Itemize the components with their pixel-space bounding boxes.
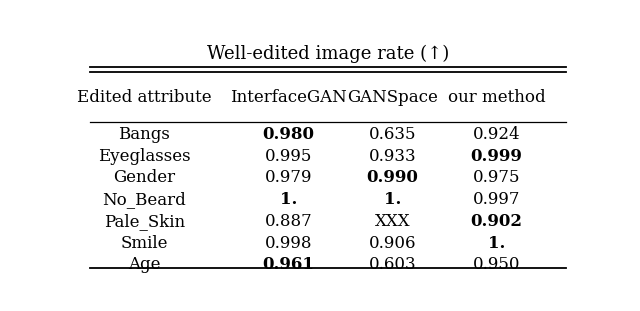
Text: 0.902: 0.902 xyxy=(470,213,523,230)
Text: 0.933: 0.933 xyxy=(369,147,416,165)
Text: 0.924: 0.924 xyxy=(473,126,520,143)
Text: Edited attribute: Edited attribute xyxy=(77,89,212,106)
Text: Pale_Skin: Pale_Skin xyxy=(104,213,185,230)
Text: 0.887: 0.887 xyxy=(264,213,312,230)
Text: 1.: 1. xyxy=(280,191,297,208)
Text: 0.979: 0.979 xyxy=(264,169,312,186)
Text: 0.950: 0.950 xyxy=(473,256,520,273)
Text: 0.975: 0.975 xyxy=(473,169,520,186)
Text: Age: Age xyxy=(128,256,161,273)
Text: XXX: XXX xyxy=(374,213,410,230)
Text: our method: our method xyxy=(448,89,545,106)
Text: Gender: Gender xyxy=(113,169,175,186)
Text: 0.990: 0.990 xyxy=(367,169,419,186)
Text: 0.906: 0.906 xyxy=(369,234,416,252)
Text: 0.603: 0.603 xyxy=(369,256,416,273)
Text: Well-edited image rate (↑): Well-edited image rate (↑) xyxy=(207,45,449,63)
Text: 1.: 1. xyxy=(488,234,506,252)
Text: InterfaceGAN: InterfaceGAN xyxy=(230,89,347,106)
Text: 0.635: 0.635 xyxy=(369,126,416,143)
Text: 0.999: 0.999 xyxy=(470,147,523,165)
Text: 0.980: 0.980 xyxy=(262,126,314,143)
Text: 0.997: 0.997 xyxy=(473,191,520,208)
Text: Eyeglasses: Eyeglasses xyxy=(98,147,191,165)
Text: Smile: Smile xyxy=(121,234,168,252)
Text: 1.: 1. xyxy=(384,191,401,208)
Text: Bangs: Bangs xyxy=(118,126,170,143)
Text: GANSpace: GANSpace xyxy=(347,89,438,106)
Text: 0.995: 0.995 xyxy=(264,147,312,165)
Text: 0.961: 0.961 xyxy=(262,256,314,273)
Text: No_Beard: No_Beard xyxy=(102,191,186,208)
Text: 0.998: 0.998 xyxy=(264,234,312,252)
